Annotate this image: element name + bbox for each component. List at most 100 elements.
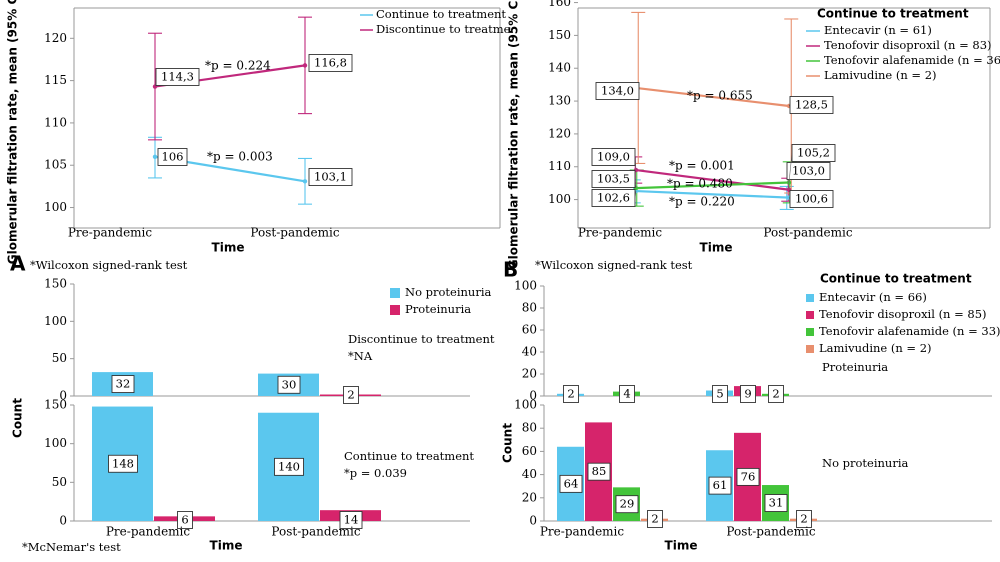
prot-a-bar-label: 2 (347, 388, 354, 402)
egfr-b-series-line (635, 189, 790, 199)
egfr-a-x-label: Time (212, 241, 245, 255)
prot-a-bar-label-box (343, 386, 359, 404)
prot-a-y-tick-label: 50 (52, 475, 67, 489)
prot-b-bar-label-box (615, 495, 639, 514)
egfr-b-data-label: 103,5 (597, 172, 630, 186)
egfr-b-y-tick-label: 150 (548, 28, 571, 42)
egfr-a-point (152, 154, 158, 159)
egfr-b-annotation: *p = 0.480 (667, 177, 733, 191)
prot-b-x-tick-label: Post-pandemic (726, 525, 815, 539)
prot-b-y-tick-label: 80 (522, 421, 537, 435)
prot-a-bar-label-box (274, 457, 304, 476)
egfr-a-y-tick-label: 120 (44, 31, 67, 45)
egfr-a-data-label: 106 (162, 150, 184, 164)
prot-a-facet-label: Continue to treatment (344, 449, 474, 463)
egfr-a-data-label-box (308, 168, 353, 186)
prot-b-x-label: Time (665, 539, 698, 553)
prot-a-y-tick-label: 0 (59, 514, 67, 528)
prot-b-bar-label-box (740, 385, 756, 403)
prot-a-bar-label: 32 (116, 377, 131, 391)
prot-b-bar-label: 2 (772, 387, 779, 401)
panel-a-letter: A (10, 252, 26, 276)
prot-b-legend-label: Lamivudine (n = 2) (819, 341, 932, 355)
egfr-b-data-label-box (595, 82, 640, 100)
prot-a-y-tick-label: 100 (44, 314, 67, 328)
egfr-a-data-label: 103,1 (314, 170, 347, 184)
egfr-a-y-tick-label: 110 (44, 115, 67, 129)
egfr-b-data-label-box (786, 162, 831, 180)
egfr-b-legend-title: Continue to treatment (817, 7, 969, 21)
prot-b-bar-label-box (559, 474, 583, 493)
egfr-b-data-label-box (591, 148, 636, 166)
egfr-b-series-line (635, 86, 790, 108)
egfr-b-data-label-box (789, 190, 834, 208)
prot-b-bar-label: 2 (567, 387, 574, 401)
prot-b-bar-label-box (736, 467, 760, 486)
prot-b-bar-label-box (587, 462, 611, 481)
prot-b-bar-label: 85 (592, 464, 607, 478)
prot-b-legend-swatch (806, 311, 814, 319)
egfr-b-legend-label: Tenofovir disoproxil (n = 83) (824, 38, 992, 52)
egfr-b-data-label: 100,6 (795, 192, 828, 206)
egfr-a-point (302, 63, 308, 68)
prot-b-y-tick-label: 40 (522, 345, 537, 359)
egfr-a-data-label-box (308, 54, 353, 72)
prot-b-x-tick-label: Pre-pandemic (540, 525, 625, 539)
egfr-b-data-label: 103,0 (792, 164, 825, 178)
prot-b-y-tick-label: 0 (529, 389, 537, 403)
egfr-a-legend-label: Continue to treatment (376, 7, 506, 21)
prot-b-bar-label: 29 (620, 497, 635, 511)
egfr-a-y-tick-label: 100 (44, 200, 67, 214)
prot-b-legend-swatch (806, 294, 814, 302)
prot-b-legend-swatch (806, 345, 814, 353)
prot-b-y-tick-label: 20 (522, 367, 537, 381)
prot-a-y-tick-label: 100 (44, 436, 67, 450)
prot-b-y-label: Count (501, 423, 515, 463)
prot-b-y-tick-label: 40 (522, 467, 537, 481)
prot-a-legend-swatch (390, 288, 400, 298)
prot-a-facet-test: *p = 0.039 (344, 466, 407, 480)
panel-b-letter: B (503, 258, 518, 282)
prot-a-legend-swatch (390, 305, 400, 315)
panel-c-footnote: *McNemar's test (22, 540, 121, 554)
prot-b-bar-label-box (708, 476, 732, 495)
prot-a-legend-label: Proteinuria (405, 302, 471, 316)
egfr-b-data-label-box (591, 170, 636, 188)
prot-b-y-tick-label: 0 (529, 514, 537, 528)
prot-a-bar-label: 6 (181, 513, 188, 527)
egfr-b-annotation: *p = 0.001 (669, 159, 735, 173)
prot-b-y-tick-label: 60 (522, 323, 537, 337)
egfr-b-data-label: 105,2 (797, 146, 830, 160)
prot-b-bar-label: 9 (744, 387, 751, 401)
prot-b-legend-label: Entecavir (n = 66) (819, 290, 927, 304)
egfr-b-series-line (635, 181, 790, 190)
prot-b-bar-label: 5 (716, 387, 723, 401)
prot-a-y-tick-label: 0 (59, 389, 67, 403)
prot-a-x-label: Time (210, 539, 243, 553)
egfr-b-legend-label: Entecavir (n = 61) (824, 23, 932, 37)
prot-b-bar-label-box (768, 385, 784, 403)
egfr-b-data-label: 134,0 (601, 84, 634, 98)
egfr-a-data-label-box (155, 68, 200, 86)
prot-b-y-tick-label: 100 (514, 279, 537, 293)
prot-a-bar-label-box (108, 454, 138, 473)
prot-b-bar-label-box (796, 510, 812, 528)
prot-a-bar-label: 14 (344, 513, 359, 527)
egfr-b-data-label-box (789, 96, 834, 114)
egfr-b-data-label-box (591, 189, 636, 207)
prot-a-bar-label: 30 (282, 377, 297, 391)
egfr-a-legend-label: Discontinue to treatme (376, 22, 511, 36)
prot-b-y-tick-label: 60 (522, 444, 537, 458)
prot-b-facet-label: No proteinuria (822, 456, 909, 470)
prot-b-bar-label: 4 (623, 387, 630, 401)
egfr-a-data-label: 114,3 (161, 70, 194, 84)
prot-b-y-tick-label: 80 (522, 301, 537, 315)
egfr-b-annotation: *p = 0.655 (687, 89, 753, 103)
prot-b-bar-label-box (647, 510, 663, 528)
prot-a-x-tick-label: Pre-pandemic (106, 525, 191, 539)
prot-a-bar-label: 140 (278, 459, 300, 473)
egfr-b-data-label: 102,6 (597, 191, 630, 205)
egfr-b-y-tick-label: 120 (548, 126, 571, 140)
egfr-b-x-label: Time (700, 241, 733, 255)
